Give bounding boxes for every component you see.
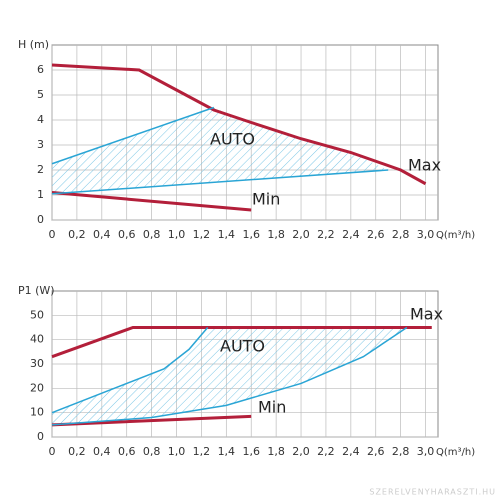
x-tick-label: 2,8 xyxy=(392,228,410,241)
curve xyxy=(51,326,432,359)
x-tick-label: 1,4 xyxy=(218,445,236,458)
x-tick-label: 0,2 xyxy=(68,228,86,241)
y-tick-label: 10 xyxy=(30,406,44,419)
x-tick-label: 2,4 xyxy=(342,445,360,458)
x-axis-label: Q(m³/h) xyxy=(436,447,475,458)
x-axis-label: Q(m³/h) xyxy=(436,230,475,241)
x-tick-label: 0 xyxy=(49,228,56,241)
curve xyxy=(51,169,389,195)
curve xyxy=(51,106,215,165)
annotation: AUTO xyxy=(210,130,255,149)
curve xyxy=(51,327,209,414)
y-tick-label: 1 xyxy=(37,188,44,201)
x-tick-label: 1,6 xyxy=(242,445,260,458)
x-tick-label: 0,4 xyxy=(93,445,111,458)
x-tick-label: 1,2 xyxy=(193,445,211,458)
x-tick-label: 3,0 xyxy=(417,228,435,241)
x-tick-label: 0,6 xyxy=(118,445,136,458)
y-tick-label: 50 xyxy=(30,308,44,321)
y-tick-label: 0 xyxy=(37,213,44,226)
y-tick-label: 0 xyxy=(37,430,44,443)
x-tick-label: 1,0 xyxy=(168,228,186,241)
annotation: Min xyxy=(252,190,280,209)
x-tick-label: 1,6 xyxy=(242,228,260,241)
y-tick-label: 3 xyxy=(37,138,44,151)
auto-region xyxy=(52,107,389,194)
x-tick-label: 2,6 xyxy=(367,228,385,241)
x-tick-label: 2,2 xyxy=(317,228,335,241)
x-tick-label: 1,0 xyxy=(168,445,186,458)
y-axis-label: H (m) xyxy=(18,38,49,51)
annotation: Min xyxy=(258,398,286,417)
x-tick-label: 1,2 xyxy=(193,228,211,241)
x-tick-label: 2,4 xyxy=(342,228,360,241)
x-tick-label: 1,8 xyxy=(267,228,285,241)
x-tick-label: 2,2 xyxy=(317,445,335,458)
x-tick-label: 2,6 xyxy=(367,445,385,458)
y-tick-label: 2 xyxy=(37,163,44,176)
x-tick-label: 0,2 xyxy=(68,445,86,458)
x-tick-label: 0,8 xyxy=(143,228,161,241)
annotation: AUTO xyxy=(220,337,265,356)
x-tick-label: 0 xyxy=(49,445,56,458)
y-tick-label: 30 xyxy=(30,357,44,370)
y-axis-label: P1 (W) xyxy=(18,284,55,297)
annotation: Max xyxy=(410,305,443,324)
y-tick-label: 20 xyxy=(30,381,44,394)
y-tick-label: 40 xyxy=(30,333,44,346)
y-tick-label: 6 xyxy=(37,63,44,76)
x-tick-label: 2,8 xyxy=(392,445,410,458)
auto-region xyxy=(52,327,407,425)
curve xyxy=(51,414,252,427)
curve xyxy=(51,326,408,426)
x-tick-label: 3,0 xyxy=(417,445,435,458)
watermark: SZERELVENYHARASZTI.HU xyxy=(369,488,496,497)
y-tick-label: 4 xyxy=(37,113,44,126)
y-tick-label: 5 xyxy=(37,88,44,101)
x-tick-label: 2,0 xyxy=(292,228,310,241)
annotation: Max xyxy=(408,156,441,175)
curve xyxy=(51,63,427,186)
x-tick-label: 0,8 xyxy=(143,445,161,458)
x-tick-label: 0,6 xyxy=(118,228,136,241)
curve xyxy=(51,191,252,212)
x-tick-label: 1,4 xyxy=(218,228,236,241)
x-tick-label: 2,0 xyxy=(292,445,310,458)
x-tick-label: 1,8 xyxy=(267,445,285,458)
x-tick-label: 0,4 xyxy=(93,228,111,241)
